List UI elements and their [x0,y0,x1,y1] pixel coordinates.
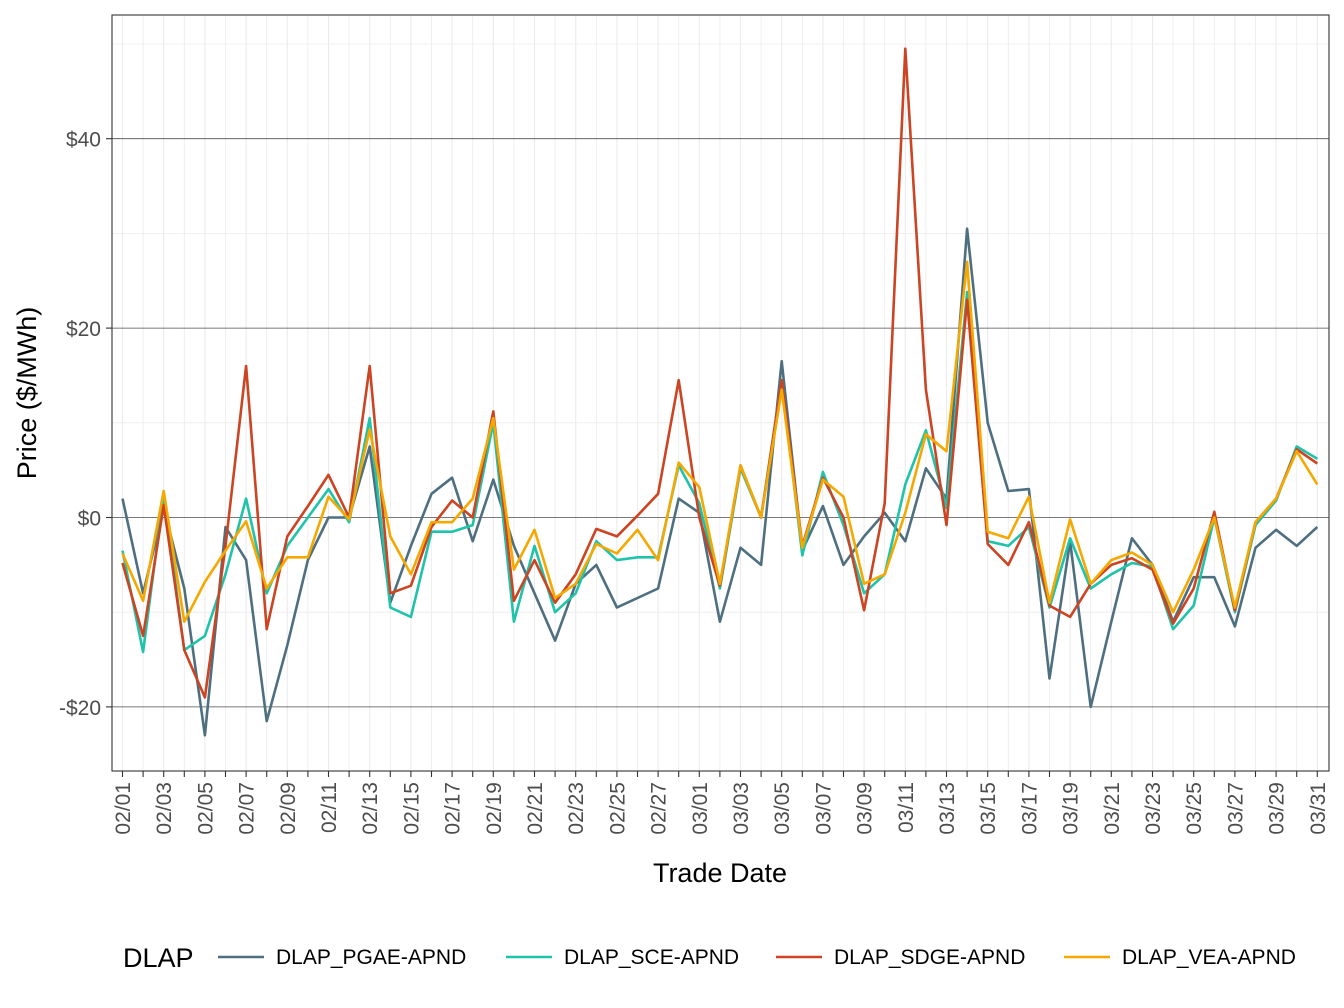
x-tick-label: 03/23 [1142,782,1165,835]
legend-label: DLAP_VEA-APND [1122,946,1296,969]
x-tick-label: 02/15 [400,782,423,835]
legend-title: DLAP [123,943,194,973]
series-line-dlap-vea-apnd [121,260,1319,624]
legend: DLAP DLAP_PGAE-APND DLAP_SCE-APND DLAP_SDG… [123,943,1296,973]
series-lines [121,47,1319,737]
plot-panel-background [112,15,1329,771]
x-tick-label: 03/29 [1266,782,1289,835]
y-tick-label: $20 [66,318,101,341]
x-tick-label: 02/23 [565,782,588,835]
y-tick-label: $0 [78,508,101,531]
x-tick-label: 03/19 [1060,782,1083,835]
y-tick-label: $40 [66,129,101,152]
x-tick-label: 03/09 [854,782,877,835]
grid-minor-x [142,15,1298,771]
y-axis: -$20 $0 $20 $40 [59,129,112,720]
legend-label: DLAP_SDGE-APND [834,946,1025,969]
legend-label: DLAP_SCE-APND [564,946,739,969]
x-tick-label: 02/21 [524,782,547,835]
x-tick-label: 03/03 [730,782,753,835]
x-tick-label: 02/11 [318,782,341,833]
series-line-dlap-sce-apnd [121,290,1318,654]
x-tick-label: 02/13 [359,782,382,835]
x-tick-label: 02/01 [112,782,135,835]
x-tick-label: 02/19 [483,782,506,835]
x-axis-title: Trade Date [653,858,787,888]
x-tick-label: 02/25 [606,782,629,835]
x-tick-label: 03/21 [1101,782,1124,835]
x-tick-label: 03/05 [771,782,794,835]
x-tick-label: 02/07 [236,782,259,835]
x-tick-label: 03/13 [936,782,959,835]
x-tick-label: 03/27 [1224,782,1247,835]
x-tick-label: 03/25 [1183,782,1206,835]
legend-label: DLAP_PGAE-APND [276,946,466,969]
x-tick-label: 02/09 [277,782,300,835]
series-line-dlap-sdge-apnd [121,47,1319,699]
plot-panel-border [111,14,1330,772]
y-axis-title: Price ($/MWh) [12,307,42,480]
x-tick-label: 03/01 [689,782,712,835]
grid-major-y [112,138,1329,708]
x-tick-label: 02/05 [194,782,217,835]
series-line-dlap-pgae-apnd [121,227,1319,737]
x-tick-label: 03/11 [895,782,918,833]
grid-minor-y [112,43,1329,613]
x-tick-label: 03/31 [1307,782,1330,835]
x-tick-label: 02/17 [442,782,465,835]
x-tick-label: 03/07 [812,782,835,835]
x-tick-label: 02/03 [153,782,176,835]
x-axis: 02/01 02/03 02/05 02/07 02/09 02/11 02/13 02/15… [112,771,1330,835]
x-tick-label: 03/15 [977,782,1000,835]
y-tick-label: -$20 [59,697,101,720]
x-tick-label: 03/17 [1018,782,1041,835]
x-tick-label: 02/27 [648,782,671,835]
